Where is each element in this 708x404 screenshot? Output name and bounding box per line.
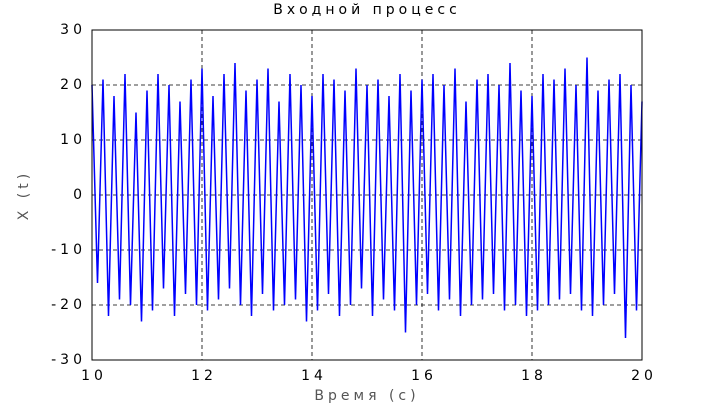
chart-title: Входной процесс bbox=[273, 2, 461, 18]
x-tick-label: 14 bbox=[301, 368, 327, 384]
x-tick-label: 12 bbox=[191, 368, 217, 384]
x-tick-label: 10 bbox=[81, 368, 107, 384]
plot-frame bbox=[91, 29, 643, 361]
data-line bbox=[91, 57, 643, 339]
y-axis-label: X (t) bbox=[16, 170, 32, 220]
y-tick-label: 0 bbox=[73, 187, 86, 203]
y-tick-label: 10 bbox=[60, 132, 86, 148]
x-tick-label: 16 bbox=[411, 368, 437, 384]
y-tick-label: -10 bbox=[51, 242, 86, 258]
y-tick-label: 30 bbox=[60, 22, 86, 38]
y-tick-label: -20 bbox=[51, 297, 86, 313]
x-axis-label: Время (с) bbox=[314, 388, 419, 404]
x-tick-label: 20 bbox=[631, 368, 657, 384]
y-tick-label: -30 bbox=[51, 352, 86, 368]
x-tick-label: 18 bbox=[521, 368, 547, 384]
y-tick-label: 20 bbox=[60, 77, 86, 93]
